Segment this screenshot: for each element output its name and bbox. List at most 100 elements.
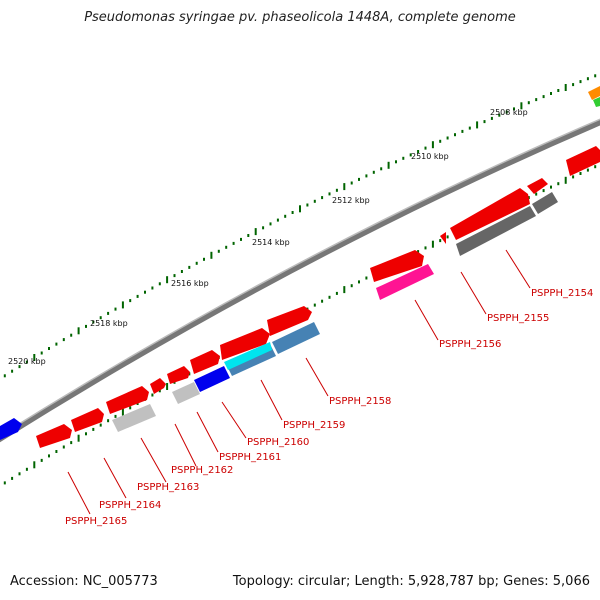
ruler-tick xyxy=(11,476,14,480)
ruler-tick xyxy=(55,342,58,346)
ruler-tick xyxy=(513,107,515,111)
ruler-tick xyxy=(3,374,6,378)
ruler-tick xyxy=(350,181,353,185)
gene-label-2162[interactable]: PSPPH_2162 xyxy=(171,465,233,476)
ruler-tick xyxy=(358,177,360,181)
gene-label-2165[interactable]: PSPPH_2165 xyxy=(65,516,127,527)
ruler-tick xyxy=(33,461,36,469)
ruler-tick xyxy=(77,327,80,335)
ruler-tick xyxy=(40,458,43,462)
ruler-tick xyxy=(520,102,523,110)
ruler-tick xyxy=(476,121,479,129)
ruler-tick xyxy=(328,295,331,299)
gene-arrow xyxy=(106,386,149,414)
ruler-tick xyxy=(180,270,183,273)
gene-arrow xyxy=(450,188,530,240)
ruler-tick xyxy=(564,84,567,91)
ruler-tick xyxy=(572,175,575,179)
ruler-tick xyxy=(321,196,324,200)
ruler-tick xyxy=(291,211,294,214)
ruler-tick xyxy=(535,98,538,102)
ruler-tick xyxy=(107,311,110,315)
ruler-tick xyxy=(70,441,73,445)
ruler-tick xyxy=(158,389,161,393)
ruler-tick xyxy=(343,286,346,294)
gene-label-2155[interactable]: PSPPH_2155 xyxy=(487,313,549,324)
ruler-tick xyxy=(586,168,589,172)
ruler-tick xyxy=(468,126,471,130)
ruler-tick xyxy=(365,174,368,178)
ruler-tick xyxy=(62,338,65,342)
ruler-tick xyxy=(579,172,582,175)
ruler-tick xyxy=(358,280,360,284)
ruler-tick xyxy=(11,369,14,373)
gene-arrow xyxy=(36,424,72,448)
ruler-tick xyxy=(166,383,169,390)
ruler-tick xyxy=(527,101,530,105)
ruler-tick xyxy=(121,408,124,416)
ruler-tick xyxy=(18,365,21,369)
ruler-tick xyxy=(166,276,169,284)
gray-feature xyxy=(532,192,558,214)
ruler-tick xyxy=(417,150,420,153)
ruler-tick xyxy=(439,239,442,243)
ruler-tick xyxy=(550,185,552,189)
ruler-tick xyxy=(431,141,434,149)
ruler-tick xyxy=(225,245,228,249)
gene-label-2159[interactable]: PSPPH_2159 xyxy=(283,420,345,431)
ruler-tick xyxy=(535,192,538,196)
gene-label-2158[interactable]: PSPPH_2158 xyxy=(329,396,391,407)
gene-arrow xyxy=(440,232,446,244)
ruler-tick xyxy=(99,423,102,427)
ruler-tick xyxy=(114,307,117,311)
ruler-tick xyxy=(365,276,368,280)
ruler-tick xyxy=(417,250,420,254)
ruler-tick xyxy=(25,360,28,364)
ruler-tick xyxy=(395,160,397,164)
genome-backbone xyxy=(0,119,600,443)
ruler-tick xyxy=(313,199,316,203)
ruler-tick xyxy=(85,324,87,328)
ruler-tick xyxy=(409,153,412,157)
ruler-tick xyxy=(380,167,383,171)
gene-label-2164[interactable]: PSPPH_2164 xyxy=(99,500,161,511)
ruler-tick xyxy=(431,240,434,248)
ruler-tick xyxy=(372,170,375,174)
ruler-tick xyxy=(25,467,28,471)
ruler-tick xyxy=(579,80,582,84)
ruler-tick xyxy=(335,291,338,295)
ruler-tick xyxy=(461,129,464,133)
ruler-tick xyxy=(343,183,346,191)
ruler-tick xyxy=(55,450,58,453)
ruler-tick xyxy=(85,432,87,436)
ruler-tick xyxy=(498,113,501,117)
gene-label-2163[interactable]: PSPPH_2163 xyxy=(137,482,199,493)
ruler-tick xyxy=(262,226,265,230)
ruler-label-2508: 2508 kbp xyxy=(490,108,528,117)
gene-arrow xyxy=(220,328,270,360)
ruler-tick xyxy=(335,188,338,192)
ruler-tick xyxy=(313,303,316,307)
ruler-tick xyxy=(48,454,50,458)
accession-text: Accession: NC_005773 xyxy=(10,574,158,589)
ruler-tick xyxy=(586,77,589,81)
ruler-tick xyxy=(144,290,146,294)
ruler-tick xyxy=(129,406,132,410)
forward-strand-features xyxy=(0,146,600,448)
gene-label-2154[interactable]: PSPPH_2154 xyxy=(531,288,593,299)
ruler-tick xyxy=(321,299,324,303)
ruler-label-2516: 2516 kbp xyxy=(171,279,209,288)
gene-label-2160[interactable]: PSPPH_2160 xyxy=(247,437,309,448)
ruler-tick xyxy=(151,393,154,397)
ruler-tick xyxy=(594,74,597,78)
ruler-tick xyxy=(203,257,205,261)
ruler-tick xyxy=(557,182,560,186)
ruler-ticks xyxy=(3,74,597,378)
ruler-tick xyxy=(48,347,50,350)
ruler-tick xyxy=(195,261,198,265)
ruler-label-2512: 2512 kbp xyxy=(332,196,370,205)
gene-label-2161[interactable]: PSPPH_2161 xyxy=(219,452,281,463)
gene-label-2156[interactable]: PSPPH_2156 xyxy=(439,339,501,350)
ruler-tick xyxy=(299,205,301,213)
green-feature xyxy=(593,97,600,107)
